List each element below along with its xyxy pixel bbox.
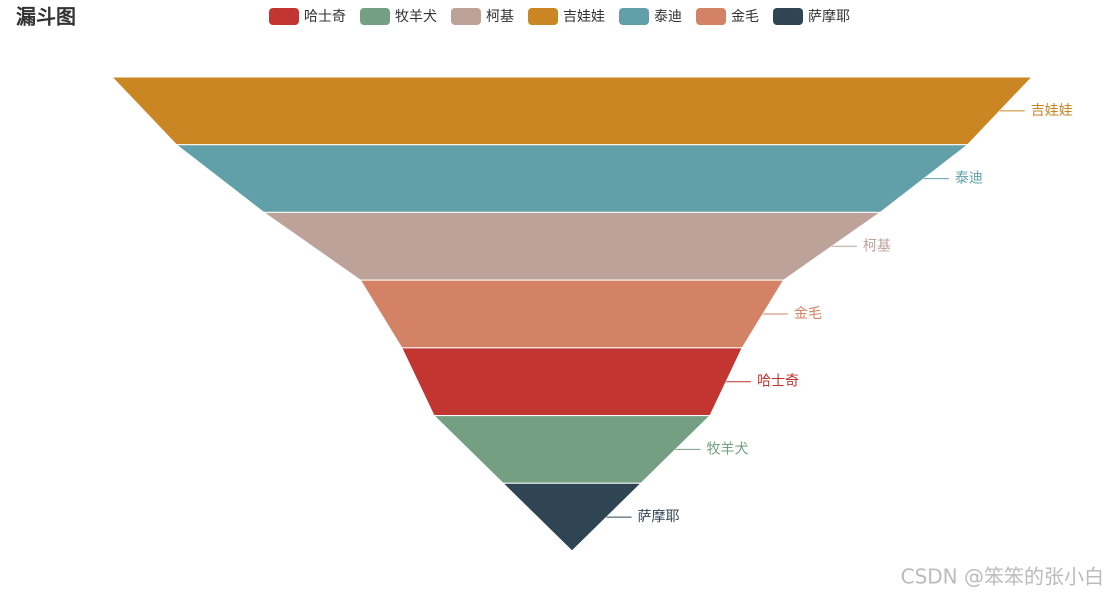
segment-label: 哈士奇 bbox=[757, 373, 799, 390]
segment-label: 吉娃娃 bbox=[1031, 103, 1073, 119]
legend-swatch bbox=[696, 8, 726, 25]
segment-label: 柯基 bbox=[863, 237, 891, 254]
legend-swatch bbox=[360, 8, 390, 25]
segment-label: 泰迪 bbox=[955, 171, 983, 187]
legend-swatch bbox=[773, 8, 803, 25]
legend-label: 萨摩耶 bbox=[808, 8, 850, 25]
funnel-segment bbox=[262, 211, 882, 281]
segment-label: 金毛 bbox=[794, 306, 822, 322]
legend-label: 吉娃娃 bbox=[563, 9, 605, 25]
legend-label: 泰迪 bbox=[654, 9, 682, 25]
funnel-segment bbox=[359, 279, 785, 349]
legend-swatch bbox=[451, 8, 481, 25]
legend-label: 牧羊犬 bbox=[395, 9, 437, 25]
funnel-segment bbox=[401, 347, 743, 417]
watermark: CSDN @笨笨的张小白 bbox=[901, 565, 1104, 589]
segment-label: 牧羊犬 bbox=[707, 441, 749, 457]
chart-title: 漏斗图 bbox=[16, 5, 76, 29]
legend-label: 柯基 bbox=[486, 8, 514, 25]
legend-swatch bbox=[269, 8, 299, 25]
legend-label: 哈士奇 bbox=[304, 8, 346, 25]
legend-swatch bbox=[528, 8, 558, 25]
legend-label: 金毛 bbox=[731, 9, 759, 25]
funnel-segment bbox=[174, 144, 970, 213]
segment-label: 萨摩耶 bbox=[638, 508, 680, 525]
legend-swatch bbox=[619, 8, 649, 25]
funnel-segment bbox=[110, 76, 1034, 146]
funnel-segment bbox=[432, 415, 712, 484]
